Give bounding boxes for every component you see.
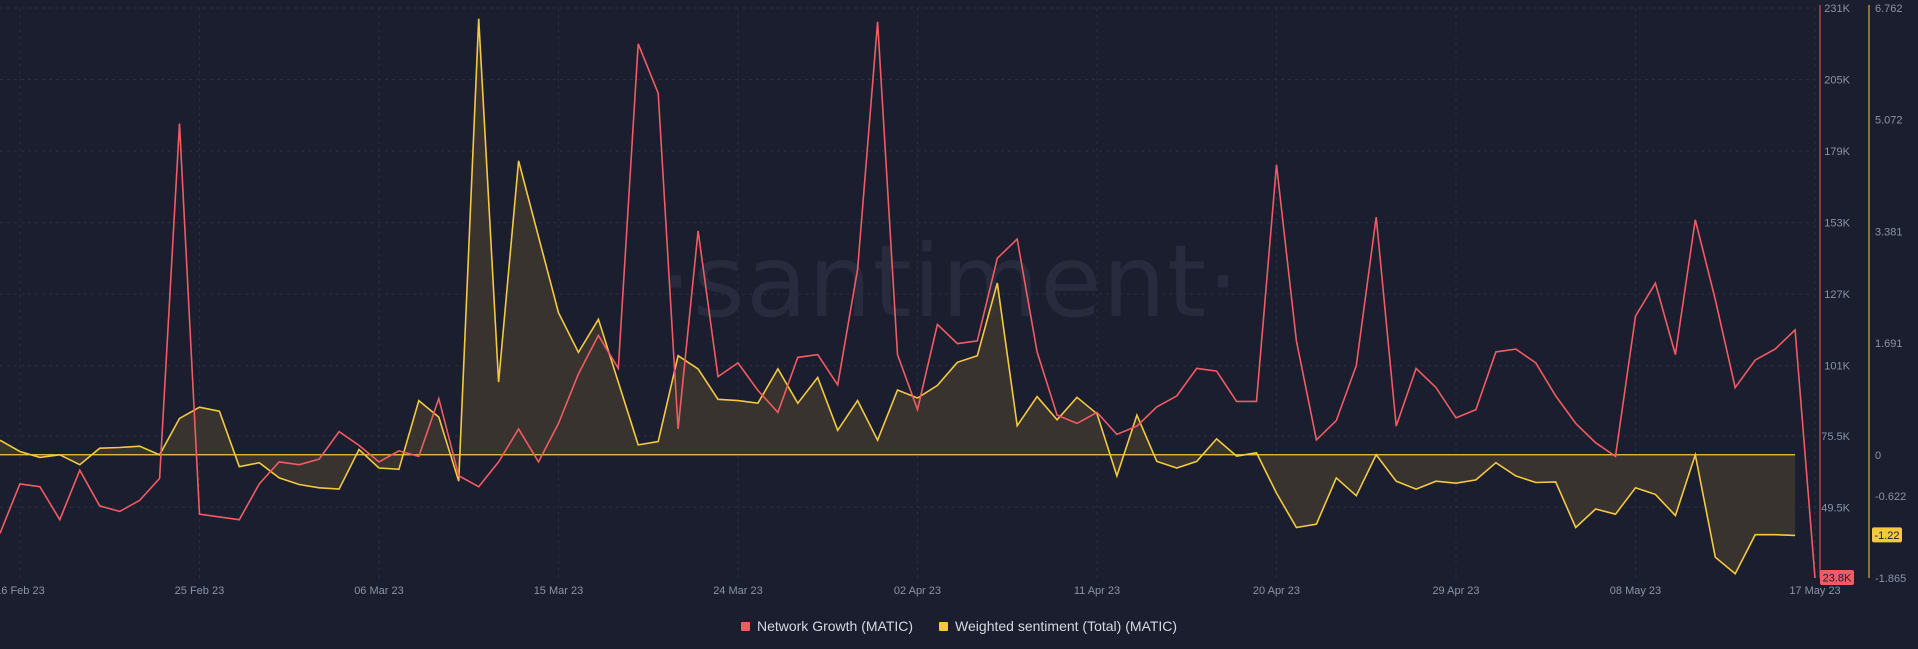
- sentiment-badge-label: -1.22: [1874, 530, 1899, 542]
- legend: Network Growth (MATIC) Weighted sentimen…: [0, 618, 1918, 634]
- x-tick-label: 02 Apr 23: [894, 585, 941, 597]
- sentiment-badge: [1872, 527, 1902, 543]
- network-growth-tick-label: 127K: [1824, 289, 1850, 301]
- sentiment-tick-label: 3.381: [1875, 226, 1903, 238]
- sentiment-tick-label: 5.072: [1875, 115, 1903, 127]
- network-growth-swatch: [740, 621, 750, 631]
- network-growth-tick-label: 49.5K: [1821, 502, 1850, 514]
- network-growth-tick-label: 205K: [1824, 75, 1850, 87]
- x-tick-label: 29 Apr 23: [1432, 585, 1479, 597]
- grid-lines: [0, 7, 1816, 578]
- network-growth-tick-label: 179K: [1824, 146, 1850, 158]
- x-axis: 16 Feb 23 25 Feb 23 06 Mar 23 15 Mar 23 24 M…: [0, 585, 1841, 597]
- x-tick-label: 16 Feb 23: [0, 585, 45, 597]
- network-growth-line[interactable]: [0, 21, 1816, 579]
- sentiment-line[interactable]: [0, 18, 1796, 575]
- x-tick-label: 11 Apr 23: [1074, 585, 1120, 597]
- network-growth-badge: [1820, 570, 1854, 585]
- x-tick-label: 20 Apr 23: [1253, 585, 1300, 597]
- sentiment-tick-label: 1.691: [1875, 338, 1903, 350]
- network-growth-tick-label: 231K: [1824, 3, 1850, 15]
- sentiment-swatch: [939, 621, 949, 631]
- sentiment-tick-label: 6.762: [1875, 3, 1903, 15]
- network-growth-badge-label: 23.8K: [1823, 573, 1852, 585]
- sentiment-tick-label: 0: [1875, 450, 1881, 462]
- network-growth-axis: 231K 205K 179K 153K 127K 101K 75.5K 49.5K: [1821, 3, 1850, 514]
- sentiment-tick-label: -1.865: [1875, 573, 1906, 585]
- legend-label-sentiment: Weighted sentiment (Total) (MATIC): [955, 618, 1178, 634]
- x-tick-label: 06 Mar 23: [354, 585, 404, 597]
- x-tick-label: 17 May 23: [1789, 585, 1840, 597]
- network-growth-tick-label: 153K: [1824, 218, 1850, 230]
- x-tick-label: 24 Mar 23: [713, 585, 763, 597]
- x-tick-label: 25 Feb 23: [175, 585, 225, 597]
- x-tick-label: 15 Mar 23: [534, 585, 584, 597]
- legend-item-sentiment[interactable]: Weighted sentiment (Total) (MATIC): [939, 618, 1177, 634]
- network-growth-tick-label: 101K: [1824, 361, 1850, 373]
- network-growth-tick-label: 75.5K: [1821, 431, 1850, 443]
- sentiment-axis: 6.762 5.072 3.381 1.691 0 -0.622 -1.865: [1875, 3, 1906, 585]
- x-tick-label: 08 May 23: [1610, 585, 1661, 597]
- sentiment-tick-label: -0.622: [1875, 491, 1906, 503]
- current-value-badges: 23.8K -1.22: [1820, 527, 1902, 585]
- santiment-watermark: ·santiment·: [660, 223, 1240, 340]
- legend-item-network-growth[interactable]: Network Growth (MATIC): [740, 618, 914, 634]
- legend-label-network-growth: Network Growth (MATIC): [756, 618, 914, 634]
